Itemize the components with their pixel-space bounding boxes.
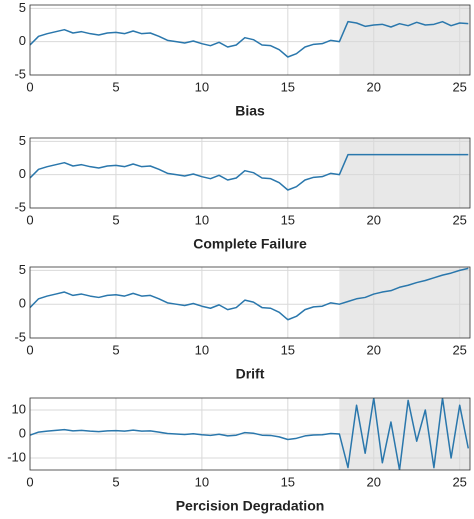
x-tick-label: 10 [195, 474, 209, 489]
shaded-region [339, 267, 470, 338]
x-tick-label: 25 [452, 474, 466, 489]
x-axis-label: Percision Degradation [176, 498, 325, 514]
x-tick-label: 10 [195, 79, 209, 94]
x-tick-label: 25 [452, 342, 466, 357]
shaded-region [339, 138, 470, 208]
data-line [30, 153, 469, 191]
y-tick-label: 10 [12, 401, 26, 416]
y-tick-label: -5 [14, 66, 26, 81]
x-axis-label: Complete Failure [193, 236, 307, 252]
x-axis-label: Bias [235, 103, 265, 119]
x-axis-label: Drift [236, 366, 265, 382]
x-tick-label: 0 [26, 79, 33, 94]
x-tick-label: 25 [452, 212, 466, 227]
axes-box [29, 137, 471, 209]
x-tick-label: 0 [26, 474, 33, 489]
data-line [30, 20, 469, 58]
x-tick-label: 25 [452, 79, 466, 94]
axes-box [29, 397, 471, 471]
axes-box [29, 4, 471, 76]
x-tick-label: 20 [367, 212, 381, 227]
y-tick-label: 0 [19, 425, 26, 440]
x-tick-label: 20 [367, 79, 381, 94]
y-tick-label: -5 [14, 199, 26, 214]
x-tick-label: 15 [281, 474, 295, 489]
y-tick-label: -5 [14, 329, 26, 344]
y-tick-label: 0 [19, 166, 26, 181]
axes-box [29, 266, 471, 339]
x-tick-label: 15 [281, 342, 295, 357]
x-tick-label: 5 [112, 342, 119, 357]
x-tick-label: 0 [26, 212, 33, 227]
x-tick-label: 20 [367, 342, 381, 357]
y-tick-label: 0 [19, 33, 26, 48]
x-tick-label: 10 [195, 342, 209, 357]
data-line [30, 398, 470, 470]
y-tick-label: 0 [19, 296, 26, 311]
y-tick-label: 5 [19, 0, 26, 15]
x-tick-label: 15 [281, 79, 295, 94]
x-tick-label: 5 [112, 79, 119, 94]
x-tick-label: 0 [26, 342, 33, 357]
data-line [30, 267, 469, 321]
y-tick-label: -10 [7, 449, 26, 464]
x-tick-label: 5 [112, 212, 119, 227]
x-tick-label: 5 [112, 474, 119, 489]
shaded-region [339, 5, 470, 75]
x-tick-label: 10 [195, 212, 209, 227]
y-tick-label: 5 [19, 133, 26, 148]
y-tick-label: 5 [19, 262, 26, 277]
x-tick-label: 20 [367, 474, 381, 489]
x-tick-label: 15 [281, 212, 295, 227]
